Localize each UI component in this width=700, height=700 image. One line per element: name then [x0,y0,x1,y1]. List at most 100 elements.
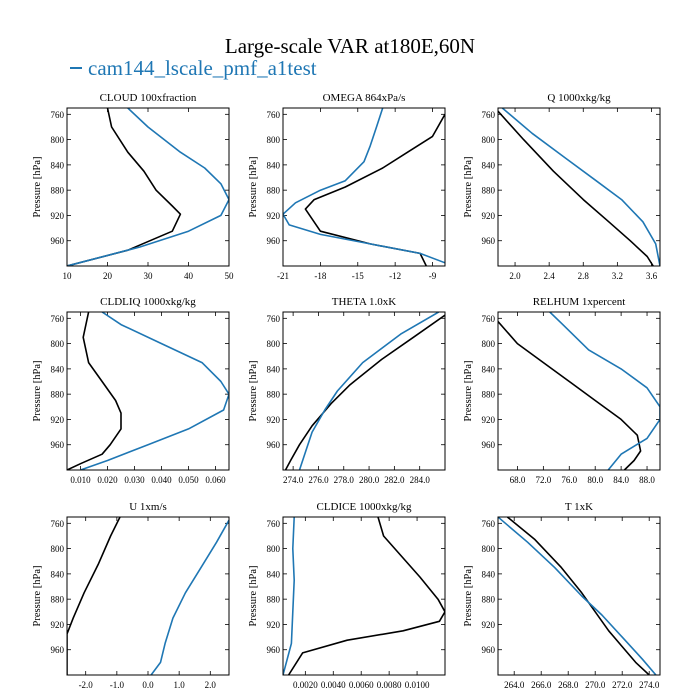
obs-series-line [498,320,642,470]
y-tick-label: 760 [267,519,281,529]
y-axis-label: Pressure [hPa] [32,566,43,627]
y-tick-label: 960 [51,645,65,655]
x-tick-label: 0.020 [97,475,118,485]
y-tick-label: 960 [482,440,496,450]
panel-title: CLOUD 100xfraction [100,92,197,104]
panel-title: T 1xK [565,501,593,513]
y-tick-label: 960 [482,236,496,246]
model-series-line [549,312,660,470]
x-tick-label: 270.0 [585,680,606,690]
y-tick-label: 800 [267,544,281,554]
x-tick-label: 3.2 [612,271,623,281]
panel-title: CLDLIQ 1000xkg/kg [100,296,196,308]
panel-2: OMEGA 864xPa/s Pressure [hPa] 760 800 840 880… [248,92,446,281]
panel-9: T 1xK Pressure [hPa] 760 800 840 880 920 960 264… [463,501,661,690]
y-tick-label: 960 [51,236,65,246]
y-tick-label: 840 [267,364,281,374]
y-tick-label: 920 [482,415,496,425]
y-tick-label: 880 [267,186,281,196]
panel-title: OMEGA 864xPa/s [323,92,406,104]
y-axis-label: Pressure [hPa] [248,157,259,218]
x-tick-label: 0.0060 [349,680,374,690]
x-tick-label: 80.0 [587,475,603,485]
y-tick-label: 880 [482,186,496,196]
x-tick-label: 268.0 [558,680,579,690]
y-tick-label: 840 [51,160,65,170]
panel-title: CLDICE 1000xkg/kg [316,501,412,513]
model-series-line [67,108,229,266]
plot-frame [497,107,661,267]
panel-5: THETA 1.0xK Pressure [hPa] 760 800 840 880 920… [248,296,446,485]
x-tick-label: -21 [277,271,289,281]
x-tick-label: 0.0100 [405,680,430,690]
y-tick-label: 800 [51,135,65,145]
y-tick-label: 760 [482,110,496,120]
x-tick-label: -18 [314,271,326,281]
panel-title: RELHUM 1xpercent [533,296,626,308]
obs-series-line [304,113,445,266]
y-tick-label: 920 [267,620,281,630]
x-tick-label: 10 [63,271,73,281]
panel-8: CLDICE 1000xkg/kg Pressure [hPa] 760 800 840… [248,501,446,690]
x-tick-label: -9 [429,271,437,281]
legend-line-swatch [70,67,82,70]
panel-7: U 1xm/s Pressure [hPa] 760 800 840 880 920 960 -… [32,501,230,690]
y-tick-label: 800 [267,135,281,145]
x-tick-label: -12 [389,271,401,281]
model-series-line [283,108,445,264]
panel-6: RELHUM 1xpercent Pressure [hPa] 760 800 840 8… [463,296,661,485]
x-tick-label: -2.0 [79,680,94,690]
y-axis-label: Pressure [hPa] [463,361,474,422]
y-tick-label: 960 [267,645,281,655]
x-tick-label: 88.0 [639,475,655,485]
panel-1: CLOUD 100xfraction Pressure [hPa] 760 800 84… [32,92,234,281]
y-tick-label: 920 [482,620,496,630]
panel-3: Q 1000xkg/kg Pressure [hPa] 760 800 840 880 92… [463,92,661,281]
y-tick-label: 960 [51,440,65,450]
y-tick-label: 840 [482,364,496,374]
y-tick-label: 960 [482,645,496,655]
y-tick-label: 920 [51,211,65,221]
y-tick-label: 760 [51,519,65,529]
y-tick-label: 840 [482,569,496,579]
x-tick-label: 274.0 [639,680,660,690]
y-tick-label: 880 [267,595,281,605]
x-tick-label: 40 [184,271,194,281]
x-tick-label: 0.0080 [377,680,402,690]
x-tick-label: 274.0 [283,475,304,485]
obs-series-line [67,108,182,266]
y-tick-label: 920 [267,211,281,221]
x-tick-label: 0.0020 [293,680,318,690]
x-tick-label: 282.0 [384,475,405,485]
x-tick-label: 50 [225,271,235,281]
y-tick-label: 760 [51,110,65,120]
y-tick-label: 760 [51,314,65,324]
x-tick-label: 276.0 [308,475,329,485]
y-tick-label: 880 [482,595,496,605]
x-tick-label: -15 [352,271,364,281]
x-tick-label: 264.0 [504,680,525,690]
y-tick-label: 760 [267,314,281,324]
y-tick-label: 960 [267,236,281,246]
plot-frame [282,516,446,676]
plot-frame [66,516,230,676]
x-tick-label: 2.4 [544,271,556,281]
x-tick-label: 30 [144,271,154,281]
x-tick-label: 0.040 [151,475,172,485]
model-series-line [150,519,229,675]
x-tick-label: 0.050 [178,475,199,485]
y-tick-label: 760 [482,314,496,324]
model-series-line [283,517,295,675]
y-tick-label: 760 [267,110,281,120]
y-tick-label: 920 [482,211,496,221]
obs-series-line [284,314,445,470]
y-tick-label: 920 [267,415,281,425]
y-tick-label: 880 [267,390,281,400]
y-tick-label: 800 [482,544,496,554]
y-axis-label: Pressure [hPa] [463,157,474,218]
y-tick-label: 800 [51,544,65,554]
y-tick-label: 960 [267,440,281,450]
x-tick-label: 72.0 [535,475,551,485]
y-tick-label: 880 [482,390,496,400]
